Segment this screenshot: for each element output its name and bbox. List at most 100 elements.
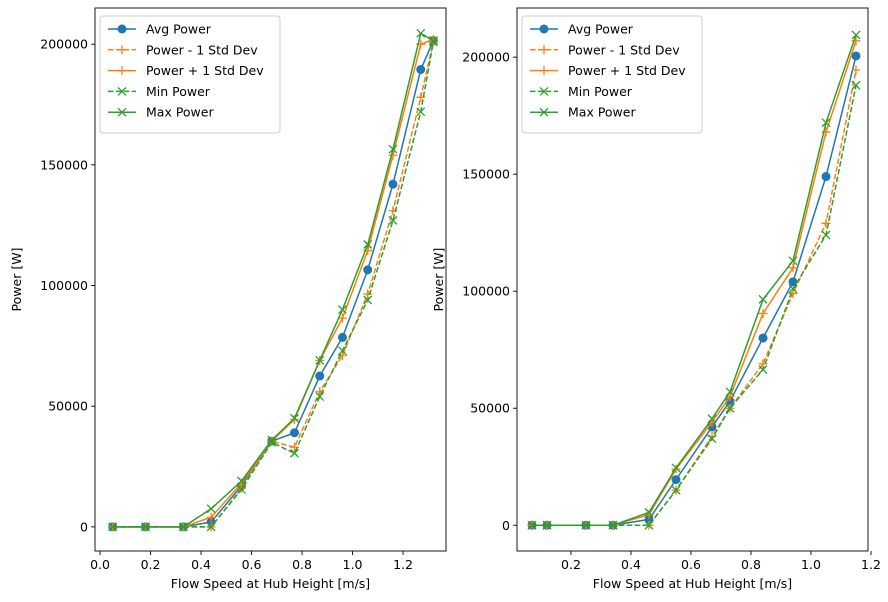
x-tick-label: 1.2 [861,557,881,572]
data-point [788,256,798,266]
series-line [532,34,857,526]
data-point [206,504,216,514]
data-point [851,51,861,61]
legend-label: Avg Power [146,22,212,37]
legend-label: Power + 1 Std Dev [146,63,264,78]
data-point [821,172,831,182]
legend-entry: Min Power [108,84,211,99]
x-tick-label: 0.8 [741,557,761,572]
data-point [821,218,831,228]
data-point [758,333,768,343]
data-point [416,28,426,38]
data-point [428,36,438,46]
legend-label: Power - 1 Std Dev [146,42,258,57]
legend-label: Min Power [146,84,211,99]
data-point [338,305,347,315]
data-point [141,522,150,532]
data-point [788,263,798,273]
data-point [290,413,299,423]
data-point [338,346,347,356]
x-tick-label: 0.2 [141,557,161,572]
data-point [725,403,735,413]
data-point [851,36,861,46]
data-point [758,359,768,369]
data-point [671,463,681,473]
legend-label: Max Power [568,105,636,120]
data-point [527,520,537,530]
y-tick-label: 100000 [462,284,510,299]
data-point [363,265,373,275]
data-point [851,65,861,75]
data-point [267,437,277,447]
legend-entry: Avg Power [108,22,212,37]
data-point [608,520,618,530]
x-tick-label: 0.4 [621,557,641,572]
axes-frame [94,7,447,552]
axes-frame [516,7,869,552]
legend-marker [117,24,127,34]
data-point [289,428,299,438]
legend-entry: Power - 1 Std Dev [530,42,680,57]
legend-entry: Max Power [108,105,214,120]
series-4 [108,28,438,532]
data-point [290,448,299,458]
legend-marker [539,45,549,55]
legend-marker [117,45,127,55]
data-point [644,520,654,530]
data-point [388,144,398,154]
data-point [788,277,798,287]
data-point [581,520,591,530]
data-point [237,485,246,494]
data-point [725,387,735,397]
legend-label: Min Power [568,84,633,99]
legend-label: Avg Power [568,22,634,37]
data-point [363,289,373,299]
data-point [315,355,325,365]
data-point [416,65,426,75]
legend-marker [539,107,549,117]
data-point [788,289,798,299]
x-tick-label: 0.6 [242,557,262,572]
data-point [671,485,681,495]
legend-box [521,15,703,134]
x-tick-label: 0.0 [90,557,110,572]
data-point [821,230,831,240]
legend: Avg Power Power - 1 Std Dev Power + 1 Std … [521,15,703,134]
data-point [788,284,798,294]
data-point [237,476,246,486]
legend: Avg Power Power - 1 Std Dev Power + 1 Std … [99,15,281,134]
x-tick-label: 0.8 [292,557,312,572]
data-point [267,435,277,445]
data-point [644,507,654,517]
data-point [206,522,216,532]
y-tick-label: 0 [502,518,510,533]
legend-marker [117,107,127,117]
legend-entry: Power - 1 Std Dev [108,42,258,57]
left-chart: 0.0 0.2 0.4 0.6 0.8 1.0 1.2 0 50000 100000 150000 2… [9,7,447,591]
legend-marker [539,24,549,34]
x-tick-label: 1.2 [393,557,413,572]
legend-label: Max Power [146,105,214,120]
y-axis-label: Power [W] [9,248,24,312]
x-tick-label: 0.2 [561,557,581,572]
legend-entry: Max Power [530,105,636,120]
data-point [206,512,216,522]
data-point [758,365,768,375]
y-tick-label: 200000 [462,50,510,65]
x-tick-label: 0.4 [191,557,211,572]
legend-entry: Power + 1 Std Dev [530,63,686,78]
data-point [388,150,398,160]
right-chart: 0.2 0.4 0.6 0.8 1.0 1.2 0 50000 100000 150000 2000… [431,7,881,591]
data-point [388,215,398,225]
data-point [758,294,768,304]
data-point [178,522,188,532]
x-tick-label: 1.0 [343,557,363,572]
y-tick-label: 200000 [40,37,88,52]
y-tick-label: 100000 [40,278,88,293]
legend-entry: Avg Power [530,22,634,37]
data-point [821,118,831,128]
x-axis-label: Flow Speed at Hub Height [m/s] [171,576,370,591]
y-tick-label: 0 [80,519,88,534]
legend-marker [117,86,127,96]
legend-marker [539,86,549,96]
